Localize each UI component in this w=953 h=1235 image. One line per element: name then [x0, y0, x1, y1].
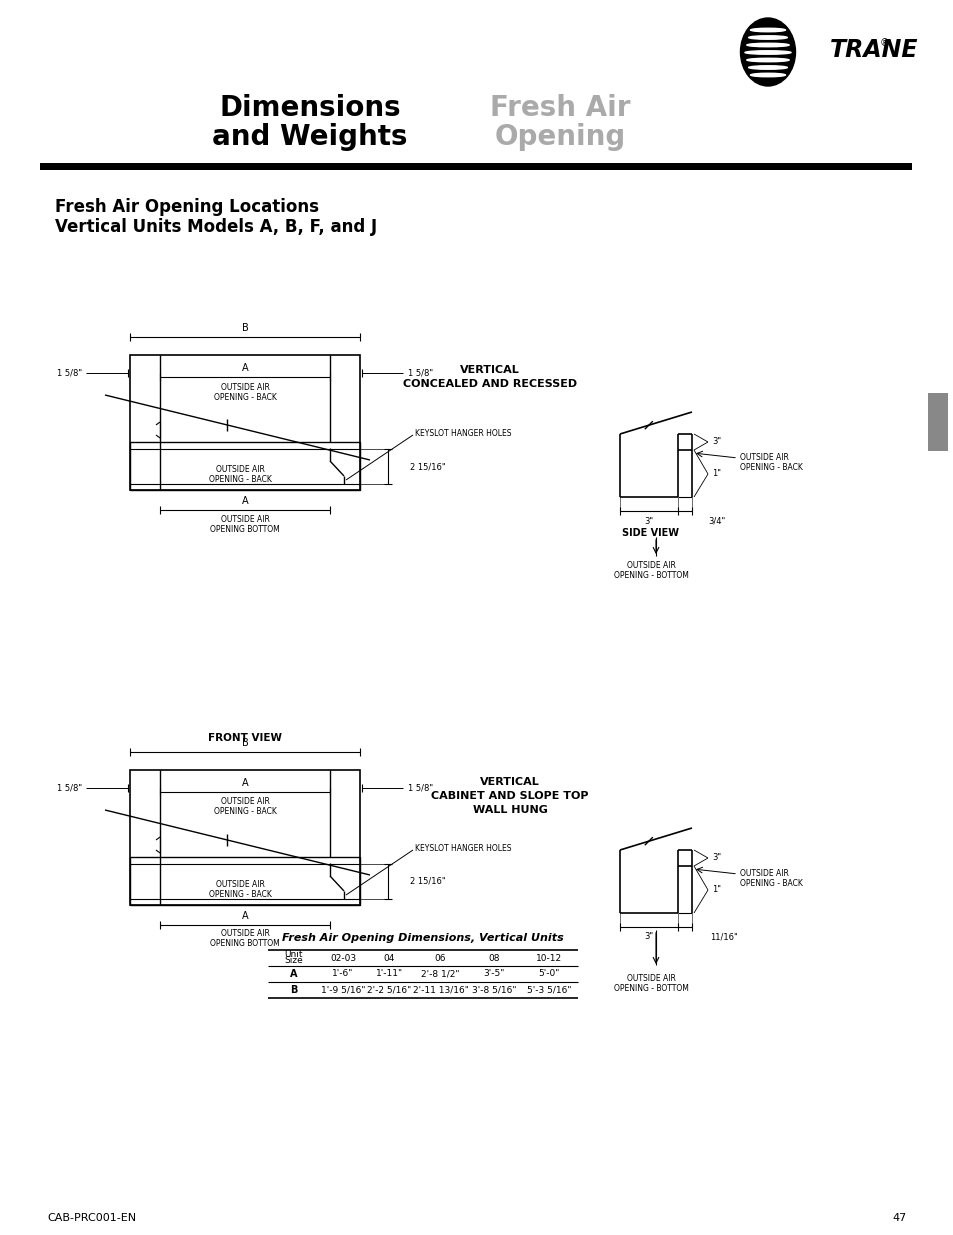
- Text: Vertical Units Models A, B, F, and J: Vertical Units Models A, B, F, and J: [55, 219, 376, 236]
- Text: A: A: [290, 969, 297, 979]
- Text: OPENING - BOTTOM: OPENING - BOTTOM: [613, 572, 688, 580]
- Text: OPENING BOTTOM: OPENING BOTTOM: [210, 525, 279, 534]
- Text: 1 5/8": 1 5/8": [408, 368, 433, 378]
- Text: 3'-8 5/16": 3'-8 5/16": [471, 986, 516, 994]
- Text: 1 5/8": 1 5/8": [57, 783, 82, 793]
- Text: OUTSIDE AIR: OUTSIDE AIR: [215, 881, 264, 889]
- Text: Unit: Unit: [284, 951, 303, 960]
- Text: CABINET AND SLOPE TOP: CABINET AND SLOPE TOP: [431, 790, 588, 802]
- Text: OUTSIDE AIR: OUTSIDE AIR: [220, 515, 269, 524]
- Ellipse shape: [748, 65, 786, 69]
- Text: 1'-6": 1'-6": [332, 969, 354, 978]
- Text: 2'-11 13/16": 2'-11 13/16": [412, 986, 468, 994]
- Text: 11/16": 11/16": [709, 932, 737, 941]
- Text: 3/4": 3/4": [707, 516, 724, 526]
- Text: and Weights: and Weights: [212, 124, 407, 151]
- Text: OPENING - BOTTOM: OPENING - BOTTOM: [613, 984, 688, 993]
- Bar: [130, 354, 359, 490]
- Text: CAB-PRC001-EN: CAB-PRC001-EN: [47, 1213, 136, 1223]
- Text: OPENING - BACK: OPENING - BACK: [209, 890, 272, 899]
- Text: 1'-11": 1'-11": [375, 969, 402, 978]
- Text: 47: 47: [892, 1213, 906, 1223]
- Text: A: A: [241, 363, 248, 373]
- Text: ®: ®: [879, 38, 889, 48]
- Text: 1 5/8": 1 5/8": [408, 783, 433, 793]
- Text: 08: 08: [488, 955, 499, 963]
- Text: 2 15/16": 2 15/16": [410, 462, 445, 471]
- Text: KEYSLOT HANGER HOLES: KEYSLOT HANGER HOLES: [415, 430, 511, 438]
- Text: OPENING - BACK: OPENING - BACK: [209, 475, 272, 484]
- Text: OUTSIDE AIR: OUTSIDE AIR: [626, 974, 675, 983]
- Text: 3": 3": [711, 853, 720, 862]
- Text: Dimensions: Dimensions: [219, 94, 400, 122]
- Text: OUTSIDE AIR: OUTSIDE AIR: [215, 466, 264, 474]
- Text: 2 15/16": 2 15/16": [410, 877, 445, 885]
- Text: 3": 3": [711, 437, 720, 447]
- Text: TRANE: TRANE: [829, 38, 918, 62]
- Text: OPENING - BACK: OPENING - BACK: [213, 808, 276, 816]
- Ellipse shape: [750, 73, 784, 77]
- Text: Opening: Opening: [494, 124, 625, 151]
- Text: Fresh Air Opening Locations: Fresh Air Opening Locations: [55, 198, 318, 216]
- Text: OUTSIDE AIR: OUTSIDE AIR: [220, 383, 269, 391]
- Text: OPENING BOTTOM: OPENING BOTTOM: [210, 940, 279, 948]
- Text: 1'-9 5/16": 1'-9 5/16": [320, 986, 365, 994]
- Text: FRONT VIEW: FRONT VIEW: [208, 734, 282, 743]
- Text: OUTSIDE AIR: OUTSIDE AIR: [220, 930, 269, 939]
- Text: A: A: [241, 778, 248, 788]
- Text: KEYSLOT HANGER HOLES: KEYSLOT HANGER HOLES: [415, 845, 511, 853]
- Text: OUTSIDE AIR: OUTSIDE AIR: [740, 869, 788, 878]
- Text: 02-03: 02-03: [330, 955, 355, 963]
- Text: OUTSIDE AIR: OUTSIDE AIR: [220, 798, 269, 806]
- Text: 2'-8 1/2": 2'-8 1/2": [421, 969, 459, 978]
- Text: Fresh Air Opening Dimensions, Vertical Units: Fresh Air Opening Dimensions, Vertical U…: [282, 932, 563, 944]
- Text: OPENING - BACK: OPENING - BACK: [740, 463, 802, 473]
- Text: VERTICAL: VERTICAL: [459, 366, 519, 375]
- Ellipse shape: [750, 28, 784, 32]
- Bar: [927, 393, 947, 451]
- Text: OUTSIDE AIR: OUTSIDE AIR: [740, 453, 788, 462]
- Ellipse shape: [748, 36, 786, 40]
- Text: 3'-5": 3'-5": [483, 969, 504, 978]
- Text: 06: 06: [435, 955, 446, 963]
- Text: OPENING - BACK: OPENING - BACK: [740, 879, 802, 888]
- Text: 1 5/8": 1 5/8": [57, 368, 82, 378]
- Ellipse shape: [744, 51, 790, 54]
- Ellipse shape: [746, 58, 788, 62]
- Text: 5'-0": 5'-0": [537, 969, 559, 978]
- Ellipse shape: [740, 19, 795, 86]
- Bar: [130, 442, 359, 490]
- Text: Size: Size: [284, 956, 303, 966]
- Text: A: A: [241, 496, 248, 506]
- Text: B: B: [241, 739, 248, 748]
- Text: 04: 04: [383, 955, 395, 963]
- Text: WALL HUNG: WALL HUNG: [472, 805, 547, 815]
- Text: CONCEALED AND RECESSED: CONCEALED AND RECESSED: [402, 379, 577, 389]
- Text: B: B: [241, 324, 248, 333]
- Text: 2'-2 5/16": 2'-2 5/16": [367, 986, 411, 994]
- Text: VERTICAL: VERTICAL: [479, 777, 539, 787]
- Text: 10-12: 10-12: [536, 955, 561, 963]
- Ellipse shape: [746, 43, 788, 47]
- Text: OPENING - BACK: OPENING - BACK: [213, 393, 276, 401]
- Text: B: B: [290, 986, 297, 995]
- Text: 3": 3": [644, 516, 653, 526]
- Text: 3": 3": [644, 932, 653, 941]
- Bar: [130, 857, 359, 905]
- Text: A: A: [241, 911, 248, 921]
- Bar: [40, 163, 911, 170]
- Text: Fresh Air: Fresh Air: [489, 94, 630, 122]
- Text: 1": 1": [711, 469, 720, 478]
- Bar: [130, 769, 359, 905]
- Text: 1": 1": [711, 885, 720, 894]
- Text: OUTSIDE AIR: OUTSIDE AIR: [626, 562, 675, 571]
- Text: SIDE VIEW: SIDE VIEW: [622, 529, 679, 538]
- Text: 5'-3 5/16": 5'-3 5/16": [526, 986, 571, 994]
